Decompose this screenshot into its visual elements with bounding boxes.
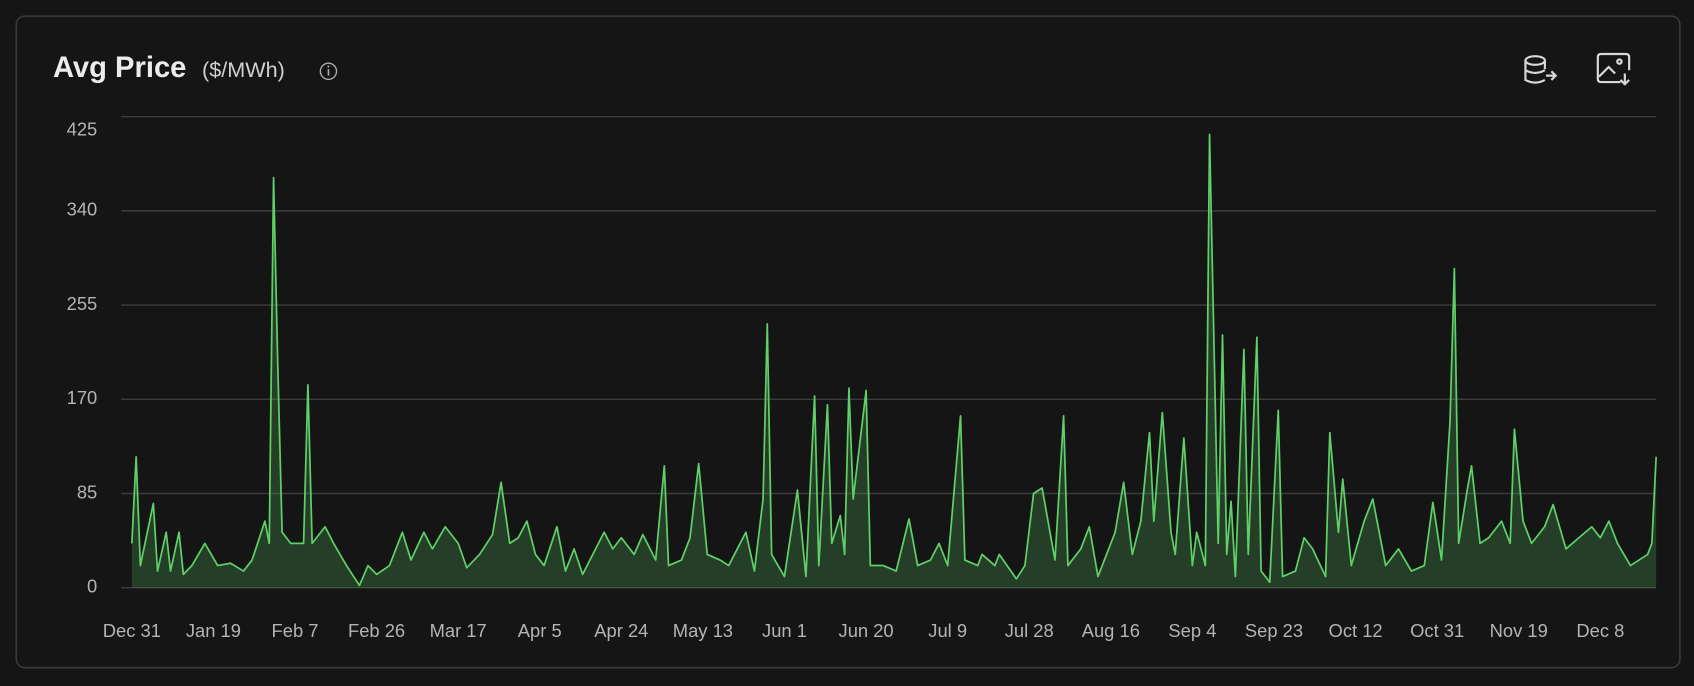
y-tick-label: 255 — [67, 293, 98, 314]
x-tick-label: Jan 19 — [186, 620, 241, 641]
area-fill — [131, 134, 1657, 588]
x-tick-label: Aug 16 — [1082, 620, 1140, 641]
price-line — [130, 133, 1658, 587]
download-image-button[interactable] — [1596, 52, 1631, 86]
x-tick-label: Feb 7 — [272, 620, 319, 641]
x-tick-label: Oct 12 — [1329, 620, 1383, 641]
y-tick-label: 425 — [67, 119, 98, 140]
x-tick-label: Jul 28 — [1005, 620, 1054, 641]
info-icon[interactable] — [319, 62, 338, 81]
card-border — [15, 15, 1681, 669]
x-tick-label: Sep 23 — [1245, 620, 1303, 641]
x-tick-label: Apr 5 — [518, 620, 562, 641]
export-data-button[interactable] — [1524, 55, 1558, 84]
plot-area: 0 85 170 255 340 425 Dec 31 Jan 19 Feb 7 Feb 26 Ma… — [67, 115, 1658, 641]
chart-unit: ($/MWh) — [202, 57, 285, 82]
x-tick-label: Jun 1 — [762, 620, 807, 641]
chart-title: Avg Price — [53, 52, 186, 84]
x-tick-label: Apr 24 — [594, 620, 648, 641]
x-tick-label: May 13 — [673, 620, 733, 641]
x-tick-label: Feb 26 — [348, 620, 405, 641]
y-tick-label: 170 — [67, 387, 98, 408]
x-tick-label: Jul 9 — [928, 620, 967, 641]
x-tick-label: Oct 31 — [1410, 620, 1464, 641]
x-tick-label: Dec 31 — [103, 620, 161, 641]
x-tick-label: Sep 4 — [1168, 620, 1216, 641]
x-tick-label: Nov 19 — [1490, 620, 1548, 641]
x-tick-label: Mar 17 — [430, 620, 487, 641]
y-tick-label: 85 — [77, 481, 97, 502]
y-tick-label: 340 — [67, 199, 98, 220]
x-tick-label: Dec 8 — [1576, 620, 1624, 641]
x-tick-label: Jun 20 — [839, 620, 894, 641]
y-tick-label: 0 — [87, 576, 97, 597]
